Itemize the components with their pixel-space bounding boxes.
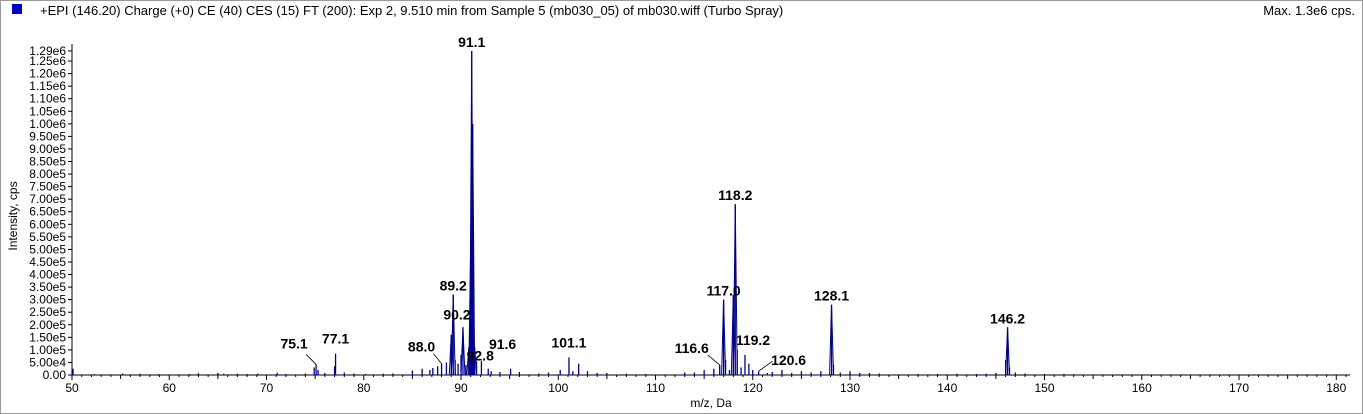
peak-label: 77.1 bbox=[322, 331, 349, 347]
peak-label: 128.1 bbox=[814, 288, 849, 304]
peak-label: 118.2 bbox=[718, 187, 752, 203]
y-tick-label: 7.50e5 bbox=[29, 180, 66, 194]
peak-label: 101.1 bbox=[551, 334, 586, 350]
peak-label-leader bbox=[433, 353, 442, 364]
chart-header: +EPI (146.20) Charge (+0) CE (40) CES (1… bbox=[0, 0, 1361, 22]
peak-label: 120.6 bbox=[771, 352, 806, 368]
peak-label: 146.2 bbox=[990, 310, 1025, 326]
spectrum-peak-profile bbox=[732, 204, 738, 376]
y-tick-label: 1.00e6 bbox=[29, 117, 66, 131]
spectrum-peak-profile bbox=[470, 123, 476, 376]
y-tick-label: 1.29e6 bbox=[29, 44, 66, 58]
y-tick-label: 2.50e5 bbox=[29, 305, 66, 319]
x-tick-label: 150 bbox=[1035, 381, 1055, 395]
x-tick-label: 110 bbox=[646, 381, 665, 395]
peak-label: 117.0 bbox=[706, 283, 740, 299]
peak-label: 88.0 bbox=[408, 339, 435, 355]
x-tick-label: 100 bbox=[548, 381, 568, 395]
x-tick-label: 60 bbox=[163, 381, 177, 395]
y-tick-label: 3.50e5 bbox=[29, 280, 66, 294]
y-tick-label: 1.20e6 bbox=[29, 67, 66, 81]
peak-label: 89.2 bbox=[440, 278, 467, 294]
x-axis-label: m/z, Da bbox=[690, 396, 732, 410]
x-tick-label: 180 bbox=[1326, 381, 1346, 395]
x-tick-label: 50 bbox=[65, 381, 79, 395]
y-tick-label: 1.10e6 bbox=[29, 92, 66, 106]
peak-label: 92.8 bbox=[467, 348, 494, 364]
peak-label-leader bbox=[758, 360, 773, 372]
y-tick-label: 9.00e5 bbox=[29, 142, 66, 156]
y-tick-label: 2.00e5 bbox=[29, 318, 66, 332]
x-tick-label: 120 bbox=[743, 381, 763, 395]
chart-title: +EPI (146.20) Charge (+0) CE (40) CES (1… bbox=[40, 3, 784, 18]
x-tick-label: 80 bbox=[357, 381, 371, 395]
peak-label: 91.6 bbox=[489, 336, 516, 352]
y-tick-label: 0.00 bbox=[43, 368, 67, 382]
x-tick-label: 160 bbox=[1132, 381, 1152, 395]
y-tick-label: 9.50e5 bbox=[29, 129, 66, 143]
x-tick-label: 70 bbox=[260, 381, 274, 395]
x-tick-label: 130 bbox=[840, 381, 860, 395]
y-tick-label: 7.00e5 bbox=[29, 192, 66, 206]
y-tick-label: 1.25e6 bbox=[29, 54, 66, 68]
x-tick-label: 140 bbox=[937, 381, 957, 395]
y-tick-label: 8.00e5 bbox=[29, 167, 66, 181]
legend-swatch-icon[interactable] bbox=[12, 4, 22, 14]
y-tick-label: 3.00e5 bbox=[29, 293, 66, 307]
y-tick-label: 1.05e6 bbox=[29, 104, 66, 118]
y-tick-label: 5.50e5 bbox=[29, 230, 66, 244]
x-tick-label: 90 bbox=[454, 381, 468, 395]
y-tick-label: 4.00e5 bbox=[29, 268, 66, 282]
y-tick-label: 4.50e5 bbox=[29, 255, 66, 269]
spectrum-peak-profile bbox=[721, 299, 727, 376]
peak-label: 119.2 bbox=[736, 332, 770, 348]
y-tick-label: 8.50e5 bbox=[29, 155, 66, 169]
y-tick-label: 1.15e6 bbox=[29, 79, 66, 93]
peak-label-leader bbox=[305, 354, 317, 365]
y-tick-label: 5.00e4 bbox=[29, 355, 66, 369]
peak-label-leader bbox=[707, 354, 720, 366]
y-tick-label: 1.00e5 bbox=[29, 343, 66, 357]
spectrum-peak-profile bbox=[450, 294, 456, 376]
peak-label: 91.1 bbox=[458, 34, 485, 50]
peak-label: 90.2 bbox=[443, 306, 470, 322]
peak-label: 75.1 bbox=[280, 335, 307, 351]
spectrum-peak-profile bbox=[1005, 327, 1011, 376]
y-tick-label: 6.00e5 bbox=[29, 217, 66, 231]
peak-label: 116.6 bbox=[675, 340, 709, 356]
y-tick-label: 1.50e5 bbox=[29, 330, 66, 344]
y-tick-label: 5.00e5 bbox=[29, 242, 66, 256]
y-tick-label: 6.50e5 bbox=[29, 205, 66, 219]
x-tick-label: 170 bbox=[1229, 381, 1249, 395]
spectrum-peak-profile bbox=[460, 327, 466, 376]
max-intensity-label: Max. 1.3e6 cps. bbox=[1263, 3, 1355, 18]
spectrum-peak-profile bbox=[829, 304, 835, 376]
